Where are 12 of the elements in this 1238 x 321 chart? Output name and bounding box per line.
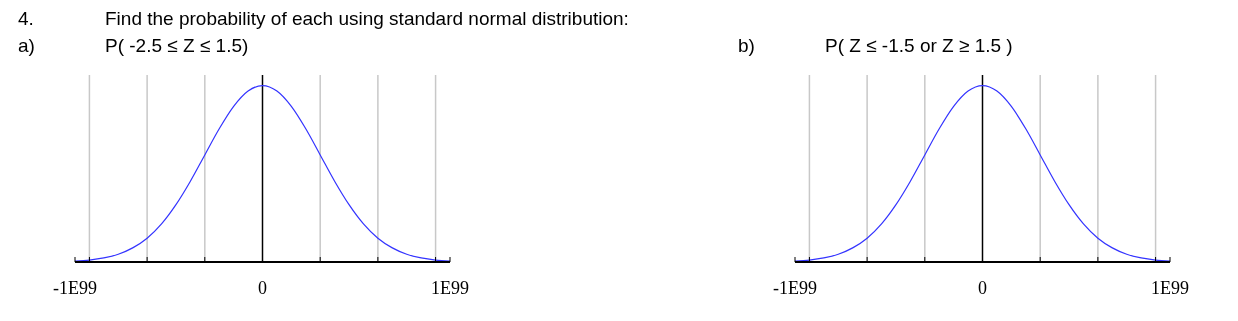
x-tick-label: 0 xyxy=(978,277,987,298)
x-tick-label: -1E99 xyxy=(773,277,817,298)
chart-title: P( -2.5 ≤ Z ≤ 1.5) xyxy=(105,35,249,57)
text: a) xyxy=(18,35,35,57)
text: Find the probability of each using standard normal distribution: xyxy=(105,8,629,30)
x-tick-label: 1E99 xyxy=(1151,277,1189,298)
x-tick-label: 1E99 xyxy=(431,277,469,298)
x-tick-label: 0 xyxy=(258,277,267,298)
text: b) xyxy=(738,35,755,57)
text: 4. xyxy=(18,8,34,30)
x-tick-label: -1E99 xyxy=(53,277,97,298)
chart-title: P( Z ≤ -1.5 or Z ≥ 1.5 ) xyxy=(825,35,1013,57)
